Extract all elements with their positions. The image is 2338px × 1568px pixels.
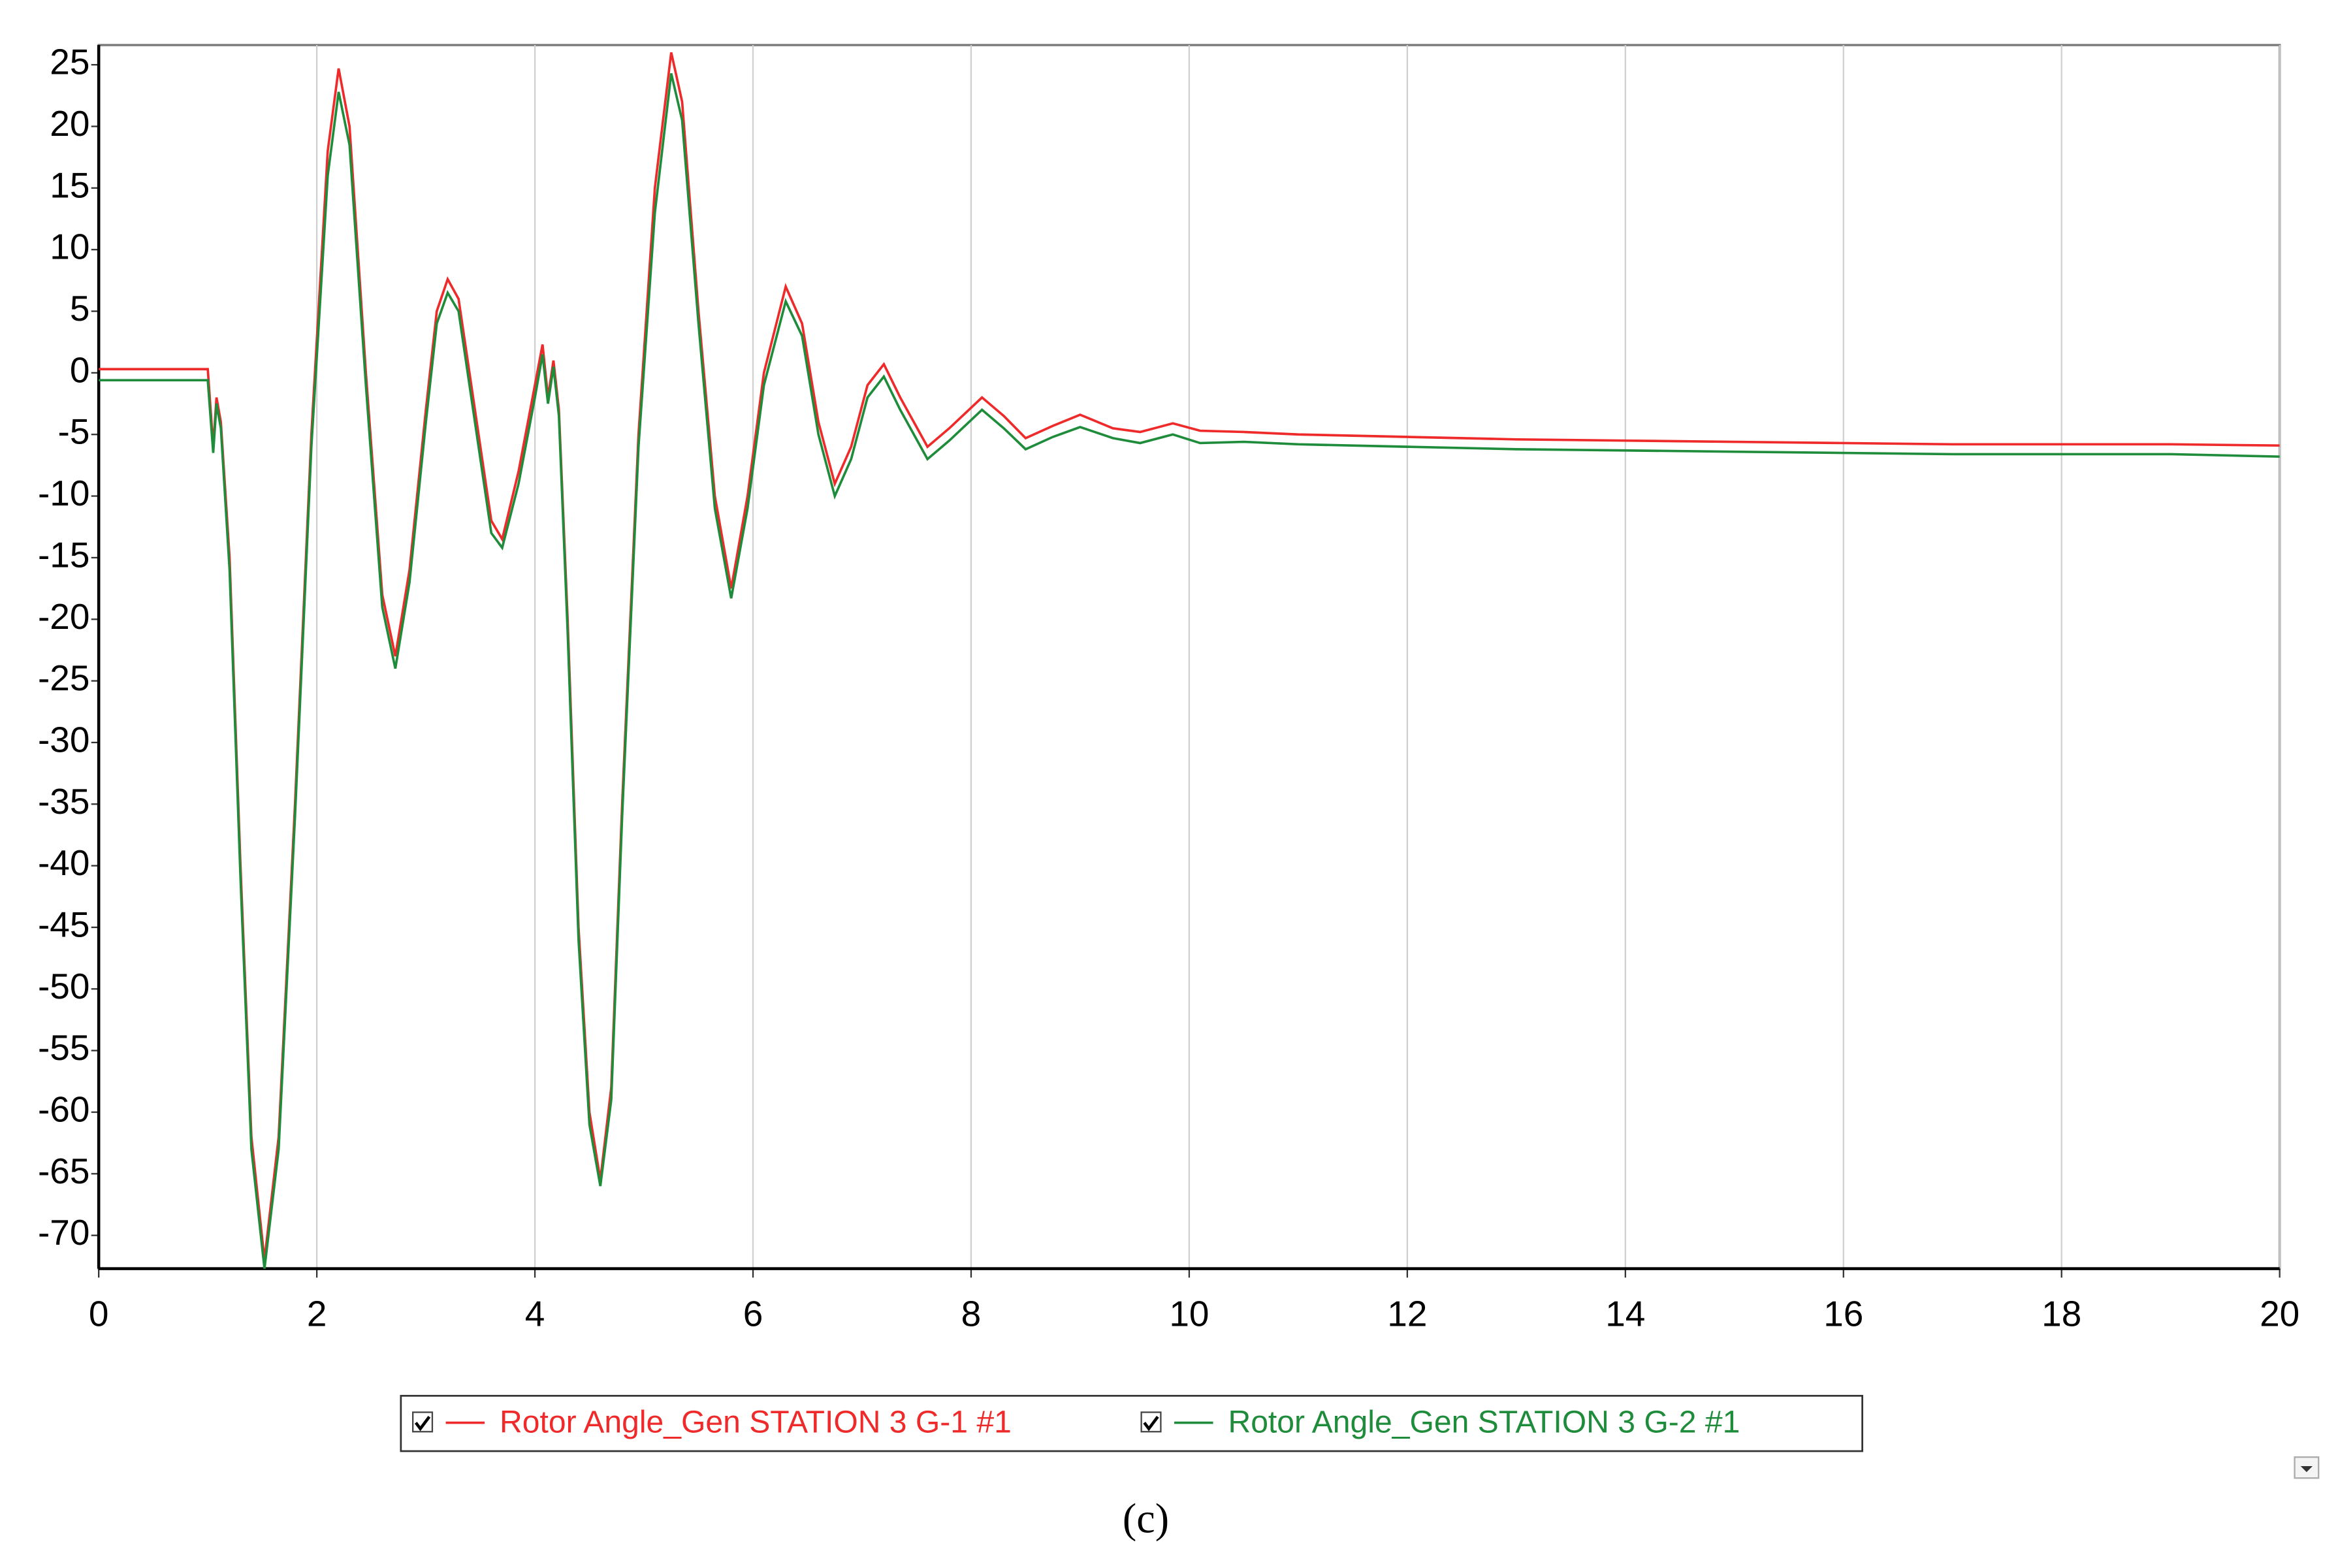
x-tick-label: 14 — [1605, 1293, 1645, 1334]
x-tick-label: 2 — [307, 1293, 327, 1334]
y-tick-label: -55 — [38, 1027, 89, 1068]
y-tick-label: -10 — [38, 473, 89, 513]
y-tick-label: -5 — [58, 411, 90, 452]
x-tick-label: 16 — [1823, 1293, 1863, 1334]
x-tick-label: 0 — [89, 1293, 109, 1334]
y-tick-label: 10 — [50, 227, 89, 267]
legend-label: Rotor Angle_Gen STATION 3 G-2 #1 — [1228, 1405, 1740, 1440]
legend-box — [400, 1394, 1864, 1452]
y-tick-label: -60 — [38, 1089, 89, 1130]
x-tick-label: 20 — [2260, 1293, 2299, 1334]
caption: (c) — [1123, 1496, 1169, 1542]
y-tick-label: 25 — [50, 42, 89, 82]
y-tick-label: 20 — [50, 103, 89, 144]
legend-check — [414, 1415, 431, 1432]
y-tick-label: -30 — [38, 719, 89, 760]
series-line — [99, 72, 2280, 1269]
y-tick-label: -35 — [38, 781, 89, 822]
y-tick-label: -65 — [38, 1151, 89, 1191]
x-tick-label: 8 — [961, 1293, 982, 1334]
legend-label: Rotor Angle_Gen STATION 3 G-1 #1 — [500, 1405, 1012, 1440]
x-tick-label: 10 — [1169, 1293, 1209, 1334]
x-tick-label: 18 — [2042, 1293, 2081, 1334]
y-tick-label: -15 — [38, 534, 89, 575]
y-tick-label: -40 — [38, 842, 89, 883]
y-tick-label: -50 — [38, 966, 89, 1006]
y-tick-label: 0 — [70, 349, 90, 390]
x-tick-label: 12 — [1387, 1293, 1427, 1334]
y-tick-label: -45 — [38, 904, 89, 944]
y-tick-label: 5 — [70, 288, 90, 328]
legend-checkbox[interactable] — [412, 1411, 434, 1433]
y-tick-label: -20 — [38, 596, 89, 637]
dropdown-arrow — [2300, 1465, 2313, 1473]
x-tick-label: 4 — [525, 1293, 545, 1334]
y-tick-label: -70 — [38, 1212, 89, 1253]
legend-checkbox[interactable] — [1140, 1411, 1162, 1433]
y-tick-label: -25 — [38, 658, 89, 698]
y-tick-label: 15 — [50, 165, 89, 205]
legend-check — [1143, 1415, 1159, 1432]
x-tick-label: 6 — [743, 1293, 763, 1334]
